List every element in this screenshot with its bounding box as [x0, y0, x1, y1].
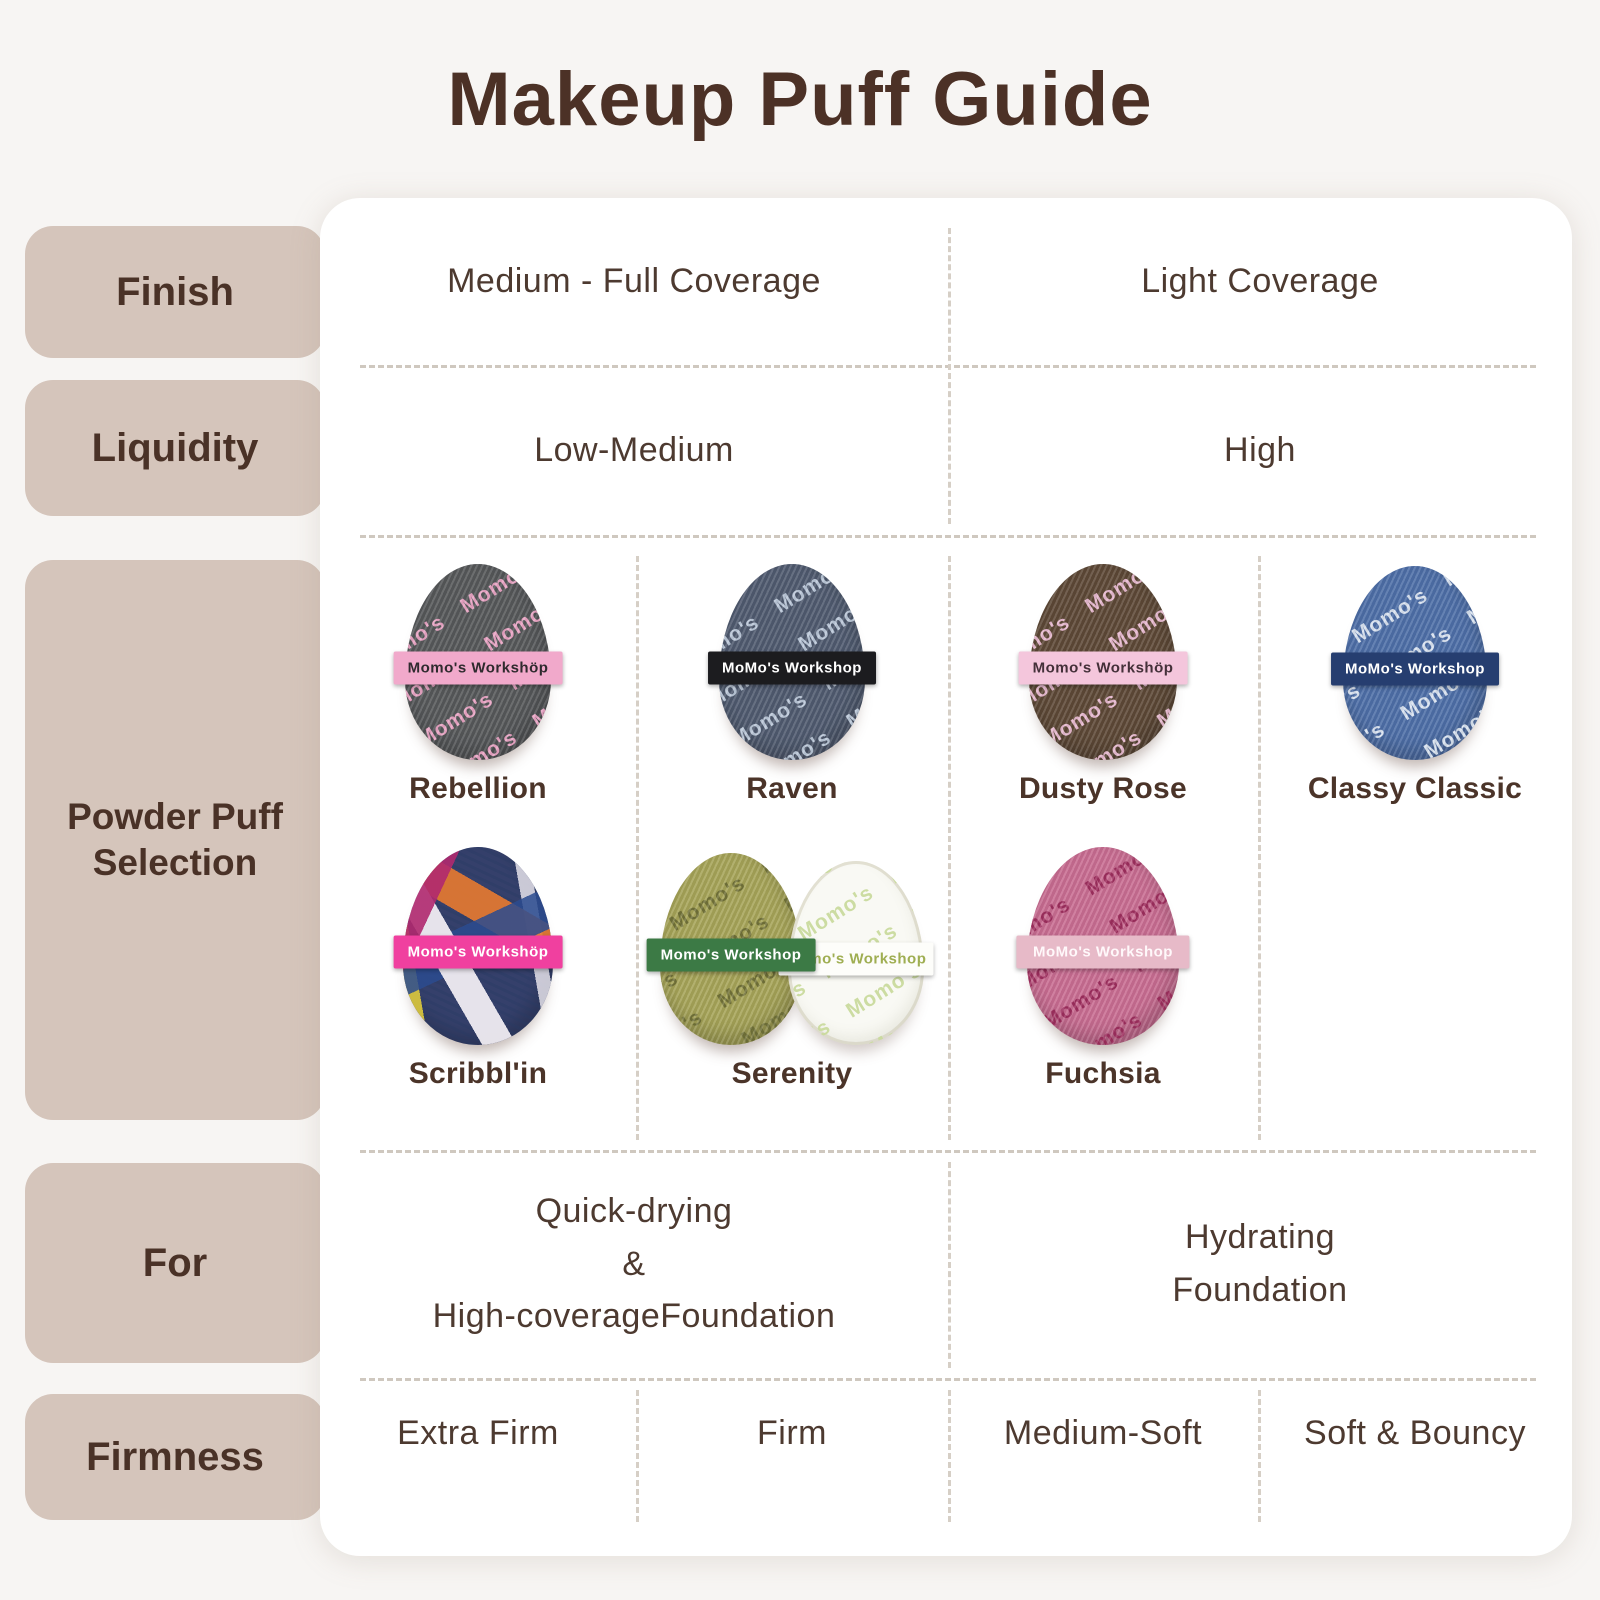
puff-image-wrap: Momo's Momo's Momo's Momo's Momo's Momo'…: [646, 845, 934, 1045]
divider-v-selection-2: [948, 556, 951, 1140]
puff-name: Rebellion: [409, 772, 547, 805]
puff-name: Raven: [746, 772, 838, 805]
for-left-line: &: [622, 1244, 646, 1283]
puff-cell-rebellion: Momo's Momo's Momo's Momo's Momo's Momo'…: [320, 560, 636, 806]
puff-image-wrap: Momo's Momo's Momo's Momo's Momo's Momo'…: [1331, 560, 1499, 760]
for-cell-right: Hydrating Foundation: [948, 1150, 1572, 1378]
puff-tag-label: Momo's Workshop: [646, 938, 816, 972]
firmness-cell-firm: Firm: [757, 1413, 827, 1452]
puff-name: Dusty Rose: [1018, 772, 1188, 805]
divider-h-for-firmness: [360, 1378, 1536, 1381]
puff-image-raven: Momo's Momo's Momo's Momo's Momo's Momo'…: [708, 564, 876, 760]
puff-cell-dusty-rose: Momo's Momo's Momo's Momo's Momo's Momo'…: [948, 560, 1258, 806]
row-label-firmness: Firmness: [25, 1394, 325, 1520]
for-cell-left: Quick-drying & High-coverageFoundation: [320, 1150, 948, 1378]
row-label-for: For: [25, 1163, 325, 1363]
divider-v-firmness-3: [1258, 1390, 1261, 1522]
puff-tag-label: Momo's Workshöp: [393, 935, 563, 969]
finish-cell-right: Light Coverage: [1141, 262, 1379, 300]
firmness-cell-soft-bouncy: Soft & Bouncy: [1304, 1413, 1526, 1452]
divider-v-for-row: [948, 1162, 951, 1368]
page-title: Makeup Puff Guide: [447, 57, 1153, 142]
divider-v-firmness-2: [948, 1390, 951, 1522]
puff-tag-label: MoMo's Workshop: [1331, 652, 1499, 686]
puff-name: Fuchsia: [1045, 1057, 1161, 1090]
puff-tag-label: Momo's Workshöp: [393, 651, 563, 685]
puff-image-wrap: Momo's Momo's Momo's Momo's Momo's Momo'…: [1016, 845, 1190, 1045]
puff-image-classy-classic: Momo's Momo's Momo's Momo's Momo's Momo'…: [1331, 566, 1499, 760]
divider-v-firmness-1: [636, 1390, 639, 1522]
finish-cell-left: Medium - Full Coverage: [447, 262, 821, 300]
firmness-cell-medium-soft: Medium-Soft: [1003, 1413, 1203, 1452]
firmness-cell-extra-firm: Extra Firm: [397, 1413, 559, 1452]
puff-image-wrap: Momo's Workshöp: [393, 845, 563, 1045]
divider-v-selection-1: [636, 556, 639, 1140]
puff-pair: Momo's Momo's Momo's Momo's Momo's Momo'…: [646, 853, 934, 1045]
row-label-finish: Finish: [25, 226, 325, 358]
puff-cell-scribblin: Momo's Workshöp Scribbl'in: [320, 845, 636, 1091]
for-left-line: Quick-drying: [535, 1191, 733, 1230]
puff-name: Scribbl'in: [408, 1057, 548, 1090]
puff-cell-fuchsia: Momo's Momo's Momo's Momo's Momo's Momo'…: [948, 845, 1258, 1091]
puff-tag-label: MoMo's Workshop: [708, 651, 876, 685]
puff-cell-classy-classic: Momo's Momo's Momo's Momo's Momo's Momo'…: [1258, 560, 1572, 806]
divider-v-top-rows: [948, 228, 951, 524]
puff-image-rebellion: Momo's Momo's Momo's Momo's Momo's Momo'…: [393, 564, 563, 760]
for-right-line: Hydrating: [1184, 1218, 1335, 1257]
for-left-line: High-coverageFoundation: [432, 1297, 836, 1336]
liquidity-cell-right: High: [1224, 430, 1296, 469]
puff-image-wrap: Momo's Momo's Momo's Momo's Momo's Momo'…: [1018, 560, 1188, 760]
puff-image-serenity-white: Momo's Momo's Momo's Momo's Momo's Momo'…: [778, 861, 934, 1045]
for-right-line: Foundation: [1172, 1271, 1348, 1309]
puff-image-fuchsia: Momo's Momo's Momo's Momo's Momo's Momo'…: [1016, 847, 1190, 1045]
puff-image-wrap: Momo's Momo's Momo's Momo's Momo's Momo'…: [393, 560, 563, 760]
divider-h-liquidity-selection: [360, 535, 1536, 538]
puff-name: Classy Classic: [1307, 772, 1523, 805]
row-label-liquidity: Liquidity: [25, 380, 325, 516]
puff-tag-label: Momo's Workshöp: [1018, 651, 1188, 685]
puff-cell-raven: Momo's Momo's Momo's Momo's Momo's Momo'…: [636, 560, 948, 806]
divider-v-selection-3: [1258, 556, 1261, 1140]
puff-tag-label: MoMo's Workshop: [1016, 935, 1190, 969]
puff-image-wrap: Momo's Momo's Momo's Momo's Momo's Momo'…: [708, 560, 876, 760]
puff-name: Serenity: [731, 1057, 853, 1090]
row-label-powder-puff-selection: Powder Puff Selection: [25, 560, 325, 1120]
divider-h-selection-for: [360, 1150, 1536, 1153]
liquidity-cell-left: Low-Medium: [534, 430, 734, 469]
puff-image-scribblin: Momo's Workshöp: [393, 847, 563, 1045]
puff-image-serenity-olive: Momo's Momo's Momo's Momo's Momo's Momo'…: [646, 853, 816, 1045]
puff-cell-serenity: Momo's Momo's Momo's Momo's Momo's Momo'…: [636, 845, 948, 1091]
puff-image-dusty-rose: Momo's Momo's Momo's Momo's Momo's Momo'…: [1018, 564, 1188, 760]
